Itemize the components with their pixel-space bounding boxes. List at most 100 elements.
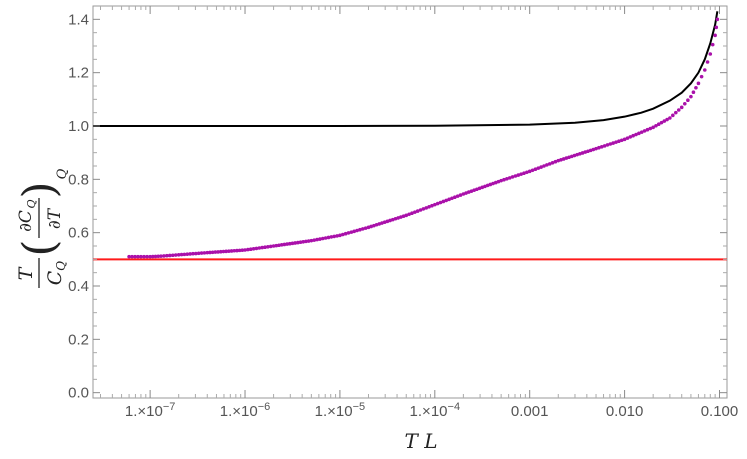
y-tick-label: 0.4 bbox=[68, 278, 89, 295]
data-point bbox=[332, 234, 337, 239]
data-point bbox=[542, 164, 546, 168]
data-point bbox=[466, 190, 471, 194]
x-axis-title: T L bbox=[405, 429, 438, 453]
data-point bbox=[188, 252, 192, 256]
data-point bbox=[710, 42, 715, 47]
data-point bbox=[453, 195, 457, 199]
data-point bbox=[304, 239, 308, 244]
data-point bbox=[246, 247, 250, 252]
data-point bbox=[634, 132, 638, 137]
data-point bbox=[130, 254, 134, 259]
data-point bbox=[427, 205, 431, 209]
data-point bbox=[510, 175, 515, 179]
data-point bbox=[430, 203, 434, 208]
data-point bbox=[380, 221, 384, 225]
data-point bbox=[179, 252, 184, 257]
data-point bbox=[433, 202, 437, 207]
data-point bbox=[358, 227, 362, 232]
data-point bbox=[232, 248, 237, 253]
data-point bbox=[196, 251, 201, 256]
data-point bbox=[393, 216, 398, 221]
data-point bbox=[210, 250, 215, 255]
data-point bbox=[248, 247, 253, 251]
x-tick-label: 1.×10−4 bbox=[410, 401, 461, 420]
data-point bbox=[715, 17, 720, 22]
data-point bbox=[583, 150, 588, 154]
data-point bbox=[516, 173, 521, 177]
data-point bbox=[665, 117, 669, 122]
data-point bbox=[435, 201, 440, 206]
data-point bbox=[564, 156, 569, 160]
data-point bbox=[221, 249, 226, 254]
data-point bbox=[218, 249, 223, 254]
data-point bbox=[413, 210, 417, 214]
data-point bbox=[176, 253, 181, 257]
data-point bbox=[536, 166, 541, 170]
data-point bbox=[708, 52, 713, 56]
data-point bbox=[505, 177, 509, 181]
data-point bbox=[277, 243, 281, 248]
data-point bbox=[522, 171, 526, 175]
data-point bbox=[168, 253, 172, 258]
data-point bbox=[539, 165, 543, 169]
data-point bbox=[271, 244, 276, 248]
data-point bbox=[306, 239, 311, 243]
data-point bbox=[619, 138, 624, 143]
data-point bbox=[202, 251, 207, 255]
ticks-layer: 0.0 0.2 0.4 0.6 0.8 1.0 1.2 1.4 1.×10−7 1.×10−6 1.… bbox=[68, 6, 738, 420]
data-point bbox=[553, 159, 558, 164]
data-point bbox=[597, 145, 601, 150]
data-point bbox=[133, 254, 137, 259]
data-point bbox=[602, 144, 607, 148]
data-point bbox=[301, 240, 306, 244]
data-point bbox=[696, 81, 701, 86]
data-point bbox=[578, 152, 582, 156]
data-point bbox=[625, 136, 630, 140]
y-tick-label: 0.2 bbox=[68, 331, 89, 348]
data-point bbox=[170, 253, 175, 258]
data-point bbox=[513, 174, 518, 178]
data-point bbox=[363, 226, 368, 230]
data-point bbox=[194, 251, 198, 256]
data-point bbox=[326, 235, 331, 240]
data-point bbox=[260, 245, 264, 250]
data-point bbox=[415, 209, 420, 213]
data-point bbox=[622, 137, 627, 142]
data-point bbox=[713, 33, 717, 38]
x-tick-label: 1.×10−5 bbox=[315, 401, 366, 420]
data-point bbox=[480, 185, 485, 190]
data-point bbox=[404, 213, 409, 218]
data-point bbox=[323, 236, 328, 240]
data-point bbox=[374, 222, 379, 227]
x-tick-label: 0.001 bbox=[511, 403, 549, 420]
data-point bbox=[651, 125, 655, 130]
data-point bbox=[136, 254, 140, 259]
data-point bbox=[491, 181, 495, 186]
data-point bbox=[208, 250, 212, 255]
data-point bbox=[447, 197, 451, 202]
data-point bbox=[240, 248, 245, 252]
ylabel-partial-num: ∂C bbox=[16, 210, 36, 232]
data-point bbox=[519, 172, 523, 176]
data-point bbox=[668, 116, 672, 120]
ylabel-partial-den: ∂T bbox=[45, 207, 65, 229]
data-point bbox=[224, 249, 228, 254]
data-point bbox=[689, 94, 693, 99]
data-point bbox=[388, 218, 392, 223]
data-point bbox=[396, 216, 400, 220]
data-point bbox=[237, 248, 242, 253]
data-point bbox=[525, 170, 529, 175]
data-point bbox=[287, 241, 292, 246]
data-point bbox=[369, 224, 373, 229]
data-point bbox=[438, 200, 443, 205]
data-point bbox=[142, 254, 146, 259]
x-tick-label: 0.010 bbox=[606, 403, 644, 420]
y-tick-label: 0.0 bbox=[68, 385, 89, 402]
data-point bbox=[475, 187, 479, 192]
data-point bbox=[527, 169, 532, 174]
y-tick-label: 1.2 bbox=[68, 65, 89, 82]
data-point bbox=[243, 248, 247, 252]
data-point bbox=[274, 243, 279, 248]
data-point bbox=[485, 183, 490, 188]
data-point bbox=[639, 130, 644, 134]
